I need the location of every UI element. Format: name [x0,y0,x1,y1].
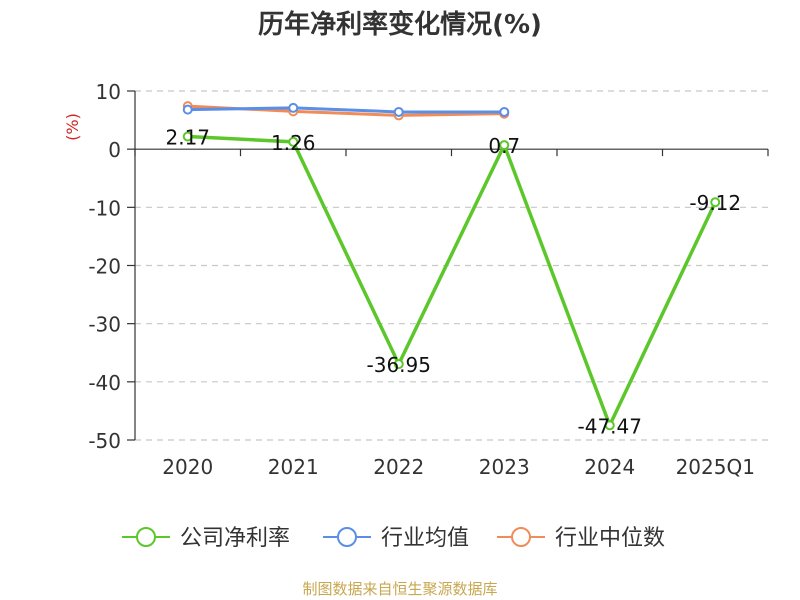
legend-label: 行业均值 [381,526,469,551]
data-label: -36.95 [367,353,431,377]
y-axis-label: (%) [63,113,82,141]
data-point [182,104,193,115]
x-tick-label: 2022 [373,455,424,479]
y-tick-label: -40 [88,371,121,395]
data-point [710,197,721,208]
series-lines [182,101,721,431]
y-tick-labels: 10 0 -10 -20 -30 -40 -50 [88,80,121,453]
data-label: -47.47 [578,414,642,438]
legend-label: 公司净利率 [180,526,290,551]
x-tick-label: 2020 [162,455,213,479]
data-point [288,102,299,113]
legend: 公司净利率 行业均值 行业中位数 [122,526,665,551]
data-point [499,140,510,151]
chart-title: 历年净利率变化情况(%) [258,10,542,40]
data-point [393,359,404,370]
axes [127,90,769,441]
data-point [499,106,510,117]
y-tick-label: -20 [88,255,121,279]
legend-marker [511,527,531,547]
x-tick-label: 2024 [584,455,635,479]
x-tick-label: 2025Q1 [676,455,755,479]
data-point [393,106,404,117]
data-label: 2.17 [165,126,210,150]
series-line [187,134,717,430]
legend-marker [136,527,156,547]
x-tick-label: 2021 [268,455,319,479]
y-tick-label: 0 [108,138,121,162]
data-label: -9.12 [689,191,741,215]
data-point [604,420,615,431]
grid-lines [135,90,768,441]
x-tick-label: 2023 [479,455,530,479]
series-line [187,106,505,114]
legend-label: 行业中位数 [555,526,665,551]
x-tick-labels: 2020 2021 2022 2023 2024 2025Q1 [162,455,755,479]
legend-marker [337,527,357,547]
data-point [288,136,299,147]
y-tick-label: -30 [88,313,121,337]
y-tick-label: 10 [96,80,121,104]
data-point [182,131,193,142]
y-tick-label: -50 [88,429,121,453]
source-footer: 制图数据来自恒生聚源数据库 [302,580,498,598]
y-tick-label: -10 [88,196,121,220]
data-label: 0.7 [488,134,520,158]
data-labels: 2.17 1.26 -36.95 0.7 -47.47 -9.12 [165,126,741,439]
data-label: 1.26 [271,131,316,155]
